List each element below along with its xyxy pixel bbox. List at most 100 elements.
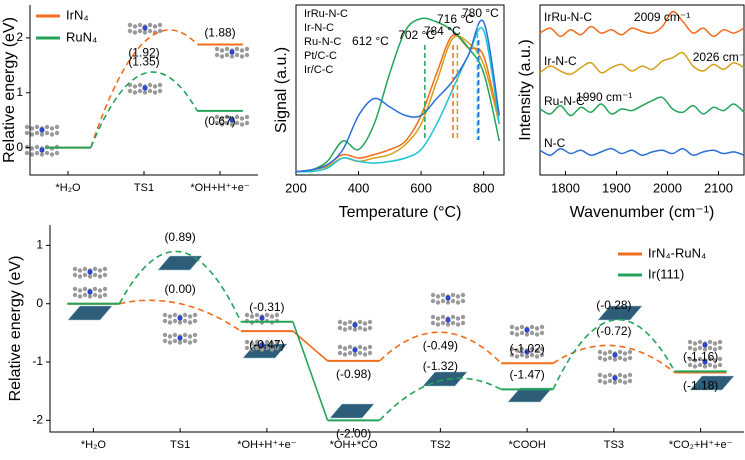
atom: [102, 266, 108, 272]
structure-icon: [597, 372, 633, 385]
y-tick-label: 1: [16, 85, 23, 99]
metal-atom: [445, 295, 451, 301]
atom: [142, 90, 148, 95]
atom: [435, 322, 441, 327]
atom: [450, 298, 456, 304]
transition-state: [552, 318, 676, 390]
atom: [162, 312, 168, 318]
atom: [44, 130, 50, 136]
atom: [347, 344, 353, 350]
atom: [234, 114, 240, 120]
x-tick-label: *H₂O: [81, 439, 106, 451]
structure-icon: [162, 312, 198, 325]
atom: [24, 150, 30, 156]
x-tick-label: *OH+*CO: [330, 439, 378, 451]
metal-atom: [445, 317, 451, 323]
structure-icon: [244, 312, 280, 325]
atom: [602, 351, 608, 356]
atom: [612, 357, 618, 362]
atom: [264, 339, 270, 345]
atom: [352, 352, 358, 357]
x-tick-label: TS1: [134, 182, 154, 194]
structure-icon: [24, 124, 60, 137]
y-tick-label: 2: [16, 30, 23, 44]
atom: [274, 312, 280, 318]
plot-frame: [295, 4, 505, 176]
atom: [192, 332, 198, 338]
transition-state: [90, 71, 198, 148]
atom: [172, 338, 178, 344]
atom: [92, 292, 98, 298]
annotation: 784 °C: [424, 24, 461, 38]
atom: [597, 372, 603, 378]
atom: [597, 378, 603, 384]
atom: [157, 82, 163, 88]
metal-atom: [229, 49, 235, 55]
structure-icon: [509, 346, 545, 359]
atom: [54, 150, 60, 156]
legend-label: IrRu-N-C: [304, 8, 348, 20]
metal-atom: [259, 315, 265, 321]
atom: [450, 314, 456, 320]
atom: [617, 372, 623, 378]
legend-label: IrN₄-RuN₄: [648, 245, 706, 260]
atom: [34, 130, 40, 136]
atom: [77, 274, 83, 279]
atom: [157, 88, 163, 94]
atom: [519, 352, 525, 358]
annotation: 702 °C: [398, 28, 435, 42]
atom: [509, 324, 515, 330]
metal-atom: [702, 359, 708, 365]
atom: [342, 327, 348, 332]
atom: [597, 355, 603, 361]
value-label: (0.00): [164, 282, 195, 296]
atom: [162, 318, 168, 324]
atom: [357, 325, 363, 331]
atom: [77, 294, 83, 299]
atom: [187, 334, 193, 339]
structure-icon: [127, 82, 163, 95]
atom: [707, 345, 713, 351]
annotation: 612 °C: [352, 34, 389, 48]
atom: [509, 352, 515, 358]
atom: [127, 22, 133, 28]
atom: [342, 346, 348, 351]
value-label: (-1.32): [423, 359, 458, 373]
atom: [77, 288, 83, 293]
transition-state: [118, 250, 242, 323]
atom: [455, 300, 461, 305]
atom: [687, 345, 693, 351]
atom: [692, 347, 698, 352]
transition-state: [379, 331, 502, 364]
atom: [39, 152, 45, 157]
atom: [534, 354, 540, 359]
atom: [49, 152, 55, 157]
atom: [219, 48, 225, 53]
legend-label: N-C: [544, 136, 566, 150]
x-tick-label: 200: [285, 180, 307, 195]
atom: [524, 354, 530, 359]
atom: [72, 272, 78, 278]
atom: [455, 322, 461, 327]
value-label: (-2.00): [336, 427, 371, 441]
atom: [697, 339, 703, 345]
atom: [337, 344, 343, 350]
atom: [214, 114, 220, 120]
atom: [102, 272, 108, 278]
atom: [229, 54, 235, 59]
atom: [29, 152, 35, 157]
atom: [440, 298, 446, 304]
plot-frame: [539, 4, 745, 176]
atom: [509, 330, 515, 336]
metal-atom: [352, 347, 358, 353]
atom: [44, 150, 50, 156]
metal-atom: [142, 85, 148, 91]
atom: [347, 350, 353, 356]
atom: [214, 120, 220, 126]
atom: [692, 358, 698, 363]
atom: [627, 355, 633, 361]
atom: [187, 340, 193, 345]
y-tick-label: 0: [36, 296, 43, 310]
value-label: (-0.47): [249, 337, 284, 351]
